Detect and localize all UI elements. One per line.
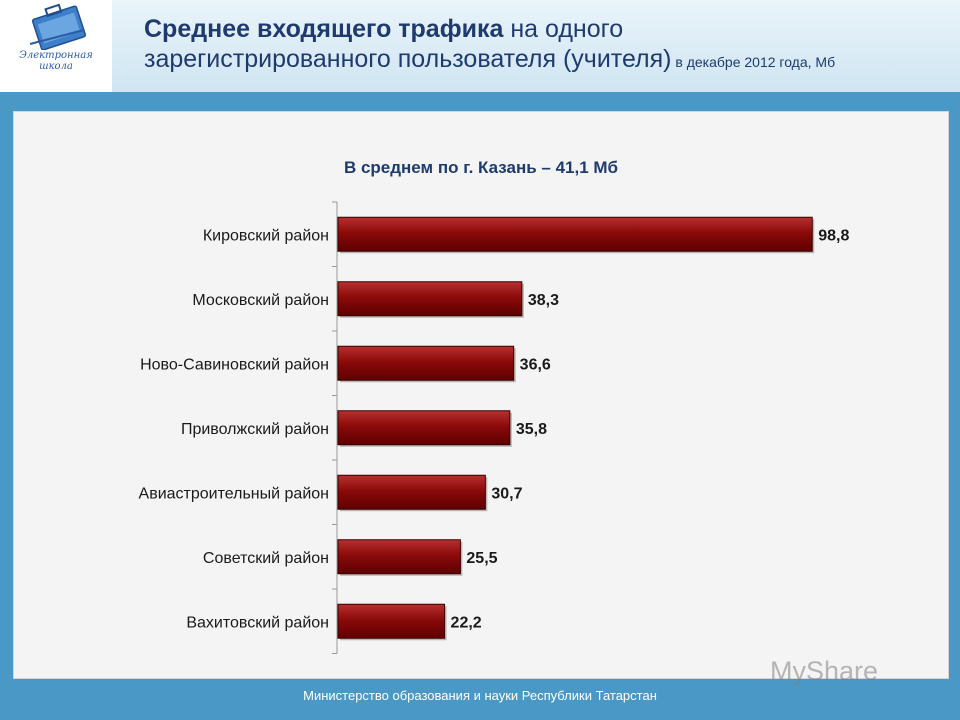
logo-text: Электронная школа: [8, 50, 104, 72]
bar: [337, 539, 461, 575]
title-regular-1: на одного: [503, 15, 624, 43]
chart-panel: Кировский район 98,8 Московский район 38,3 Н…: [13, 111, 949, 679]
category-label: Приволжский район: [181, 421, 329, 438]
watermark: MySharе: [770, 656, 879, 686]
category-label: Кировский район: [203, 227, 329, 244]
data-label: 35,8: [516, 421, 547, 438]
category-label: Советский район: [203, 550, 329, 567]
header-bar: Электронная школа Среднее входящего траф…: [0, 0, 960, 92]
category-label: Ново-Савиновский район: [140, 356, 329, 373]
title-bold: Среднее входящего трафика: [144, 15, 504, 43]
data-label: 30,7: [491, 485, 522, 502]
data-label: 38,3: [528, 292, 559, 309]
briefcase-icon: [29, 3, 87, 51]
bar-chart: Кировский район 98,8 Московский район 38,3 Н…: [139, 201, 849, 654]
data-label: 98,8: [818, 227, 849, 244]
electronic-school-logo: Электронная школа: [0, 0, 112, 92]
bar: [337, 216, 813, 252]
logo-text-line-1: Электронная: [19, 50, 93, 61]
page-title: Среднее входящего трафика на одного заре…: [144, 14, 944, 77]
data-label: 25,5: [466, 550, 497, 567]
logo-text-line-2: школа: [39, 61, 73, 72]
title-regular-2: зарегистрированного пользователя (учител…: [144, 45, 672, 73]
bar: [337, 603, 446, 639]
bar: [337, 410, 511, 446]
bar: [337, 281, 523, 317]
title-small: в декабре 2012 года, Мб: [671, 54, 836, 70]
chart-title: В среднем по г. Казань – 41,1 Мб: [343, 158, 619, 177]
bar: [337, 345, 515, 381]
data-label: 36,6: [520, 356, 551, 373]
footer-text: Министерство образования и науки Республ…: [303, 688, 657, 703]
data-label: 22,2: [451, 614, 482, 631]
category-label: Авиастроительный район: [139, 485, 329, 502]
category-label: Московский район: [192, 292, 329, 309]
category-label: Вахитовский район: [186, 614, 329, 631]
bar: [337, 474, 486, 510]
